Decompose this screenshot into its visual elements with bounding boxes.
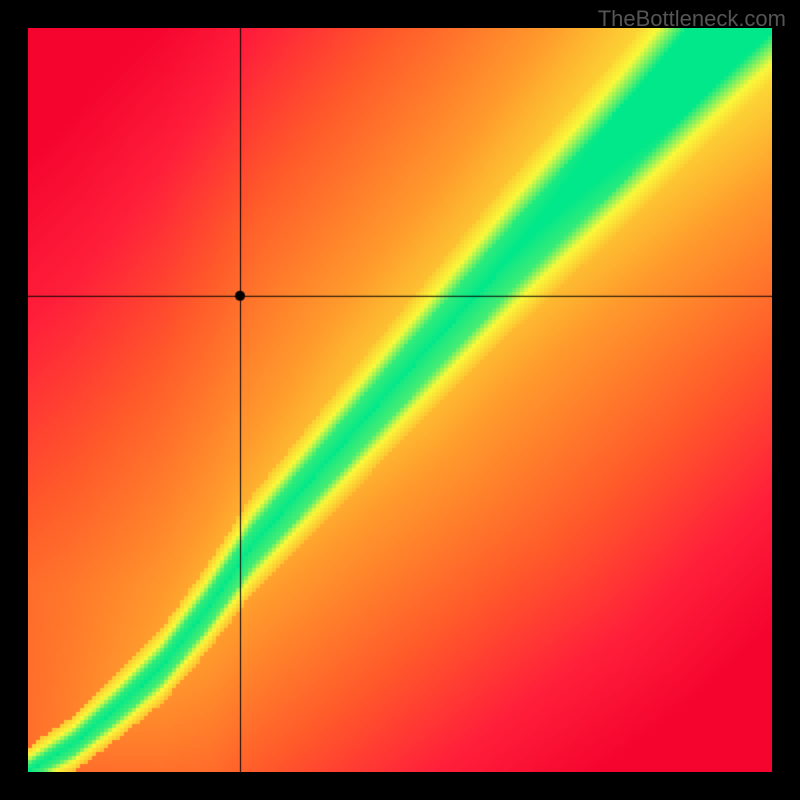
- heatmap-plot: [28, 28, 772, 772]
- chart-frame: TheBottleneck.com: [0, 0, 800, 800]
- watermark-text: TheBottleneck.com: [598, 6, 786, 32]
- heatmap-canvas: [28, 28, 772, 772]
